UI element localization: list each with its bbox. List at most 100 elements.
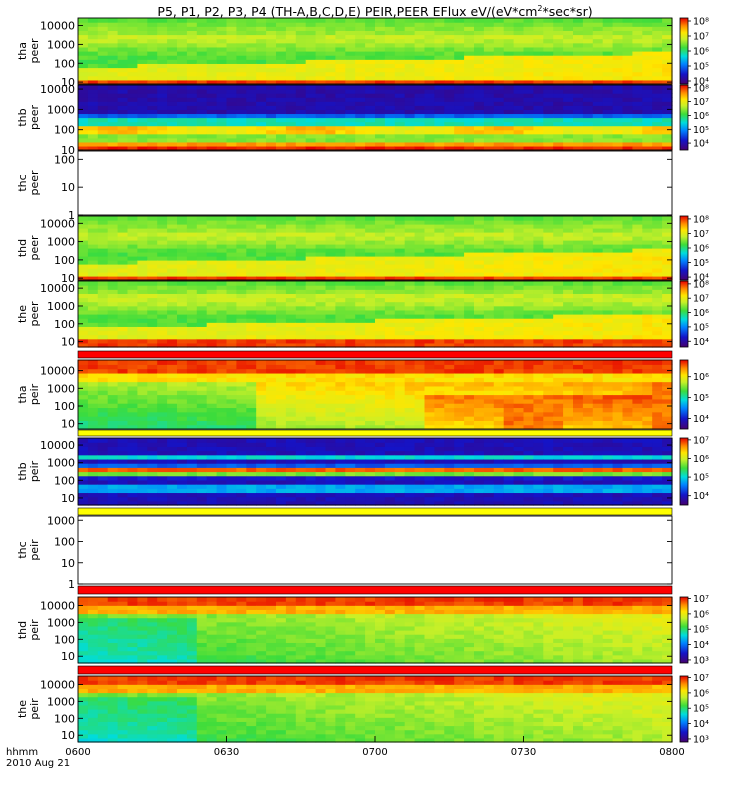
- heatmap-cell: [305, 141, 317, 147]
- heatmap-cell: [167, 89, 178, 94]
- heatmap-cell: [454, 18, 465, 23]
- heatmap-cell: [652, 252, 663, 257]
- heatmap-cell: [662, 424, 673, 430]
- heatmap-cell: [246, 38, 257, 44]
- heatmap-cell: [543, 133, 554, 139]
- heatmap-cell: [592, 268, 604, 273]
- heatmap-cell: [543, 97, 554, 102]
- heatmap-cell: [543, 145, 554, 151]
- heatmap-cell: [117, 133, 129, 139]
- heatmap-cell: [662, 101, 673, 106]
- heatmap-cell: [345, 314, 356, 319]
- heatmap-cell: [375, 264, 386, 269]
- heatmap-cell: [256, 377, 267, 383]
- heatmap-cell: [513, 305, 525, 311]
- heatmap-cell: [493, 398, 505, 404]
- heatmap-cell: [216, 314, 228, 319]
- heatmap-cell: [464, 252, 475, 257]
- heatmap-cell: [117, 67, 129, 73]
- heatmap-cell: [305, 228, 317, 233]
- heatmap-cell: [285, 42, 297, 48]
- heatmap-cell: [256, 125, 267, 131]
- heatmap-cell: [236, 268, 247, 273]
- heatmap-cell: [276, 342, 287, 348]
- heatmap-cell: [384, 145, 396, 151]
- heatmap-cell: [582, 372, 594, 378]
- heatmap-cell: [394, 318, 406, 323]
- heatmap-cell: [652, 326, 663, 332]
- heatmap-cell: [246, 268, 257, 273]
- heatmap-cell: [404, 318, 416, 323]
- heatmap-cell: [157, 338, 168, 344]
- heatmap-cell: [355, 276, 366, 281]
- heatmap-cell: [78, 454, 89, 460]
- heatmap-cell: [444, 38, 455, 44]
- heatmap-cell: [612, 109, 624, 115]
- heatmap-cell: [384, 289, 396, 294]
- heatmap-cell: [573, 113, 584, 119]
- heatmap-cell: [325, 93, 336, 98]
- heatmap-cell: [424, 121, 435, 127]
- heatmap-cell: [454, 309, 465, 315]
- heatmap-cell: [206, 30, 218, 36]
- heatmap-cell: [652, 301, 663, 307]
- heatmap-cell: [622, 272, 633, 277]
- heatmap-cell: [543, 236, 554, 241]
- heatmap-cell: [325, 38, 336, 44]
- heatmap-cell: [474, 224, 485, 229]
- heatmap-cell: [196, 314, 208, 319]
- heatmap-cell: [246, 390, 257, 396]
- heatmap-cell: [513, 330, 525, 336]
- heatmap-cell: [157, 216, 168, 221]
- heatmap-cell: [246, 416, 257, 421]
- heatmap-cell: [157, 89, 168, 94]
- heatmap-cell: [246, 137, 257, 143]
- heatmap-cell: [513, 18, 525, 23]
- heatmap-cell: [662, 394, 673, 400]
- heatmap-cell: [315, 121, 327, 127]
- y-tick-label: 1: [68, 209, 75, 222]
- heatmap-cell: [444, 97, 455, 102]
- heatmap-cell: [345, 276, 356, 281]
- heatmap-cell: [493, 236, 505, 241]
- heatmap-cell: [365, 97, 376, 102]
- heatmap-cell: [355, 424, 366, 430]
- heatmap-cell: [226, 85, 237, 90]
- heatmap-cell: [236, 71, 247, 77]
- heatmap-cell: [592, 364, 604, 370]
- heatmap-cell: [196, 309, 208, 315]
- heatmap-cell: [375, 59, 386, 64]
- heatmap-cell: [464, 326, 475, 332]
- heatmap-cell: [355, 109, 366, 115]
- heatmap-cell: [652, 105, 663, 110]
- heatmap-cell: [394, 420, 406, 426]
- heatmap-cell: [365, 407, 376, 413]
- heatmap-cell: [424, 381, 435, 387]
- heatmap-cell: [375, 228, 386, 233]
- heatmap-cell: [167, 232, 178, 237]
- heatmap-cell: [295, 67, 307, 73]
- heatmap-cell: [345, 394, 356, 400]
- heatmap-cell: [295, 141, 307, 147]
- heatmap-cell: [444, 297, 455, 303]
- heatmap-cell: [186, 390, 198, 396]
- heatmap-cell: [632, 232, 643, 237]
- heatmap-cell: [632, 322, 643, 327]
- heatmap-cell: [285, 420, 297, 426]
- heatmap-cell: [384, 416, 396, 421]
- heatmap-cell: [553, 93, 564, 98]
- heatmap-cell: [177, 276, 188, 281]
- heatmap-cell: [226, 381, 237, 387]
- heatmap-cell: [404, 364, 416, 370]
- heatmap-cell: [553, 272, 564, 277]
- heatmap-cell: [276, 240, 287, 245]
- heatmap-cell: [177, 121, 188, 127]
- heatmap-cell: [256, 216, 267, 221]
- heatmap-cell: [315, 228, 327, 233]
- heatmap-cell: [107, 75, 119, 81]
- heatmap-cell: [612, 394, 624, 400]
- heatmap-cell: [147, 51, 158, 56]
- heatmap-cell: [523, 364, 534, 370]
- heatmap-cell: [276, 63, 287, 69]
- heatmap-cell: [186, 59, 198, 64]
